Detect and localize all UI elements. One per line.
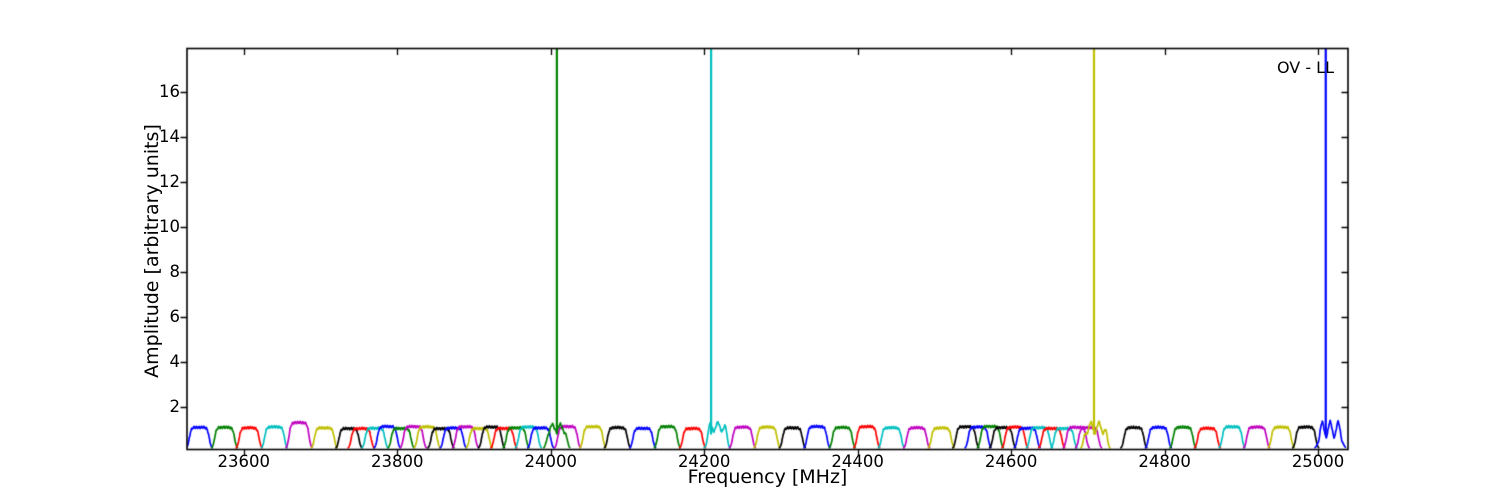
polarization-annotation: OV - LL <box>1276 58 1334 77</box>
x-tick-label: 23800 <box>371 452 424 471</box>
x-axis-label: Frequency [MHz] <box>687 466 848 488</box>
x-tick-label: 24000 <box>524 452 577 471</box>
y-tick-label: 10 <box>159 217 180 237</box>
y-tick-label: 12 <box>159 172 180 192</box>
y-axis-label: Amplitude [arbitrary units] <box>141 124 163 378</box>
x-tick-label: 25000 <box>1291 452 1345 471</box>
y-tick-label: 8 <box>169 262 181 282</box>
x-tick-label: 24600 <box>984 452 1038 471</box>
y-tick-label: 14 <box>159 127 180 147</box>
y-tick-label: 6 <box>169 306 181 326</box>
x-tick-label: 23600 <box>217 452 271 471</box>
x-tick-label: 24400 <box>831 452 884 471</box>
y-tick-label: 16 <box>159 82 180 102</box>
x-tick-label: 24200 <box>677 452 731 471</box>
y-tick-label: 4 <box>169 351 181 371</box>
x-tick-label: 24800 <box>1138 452 1191 471</box>
y-tick-label: 2 <box>169 396 181 416</box>
